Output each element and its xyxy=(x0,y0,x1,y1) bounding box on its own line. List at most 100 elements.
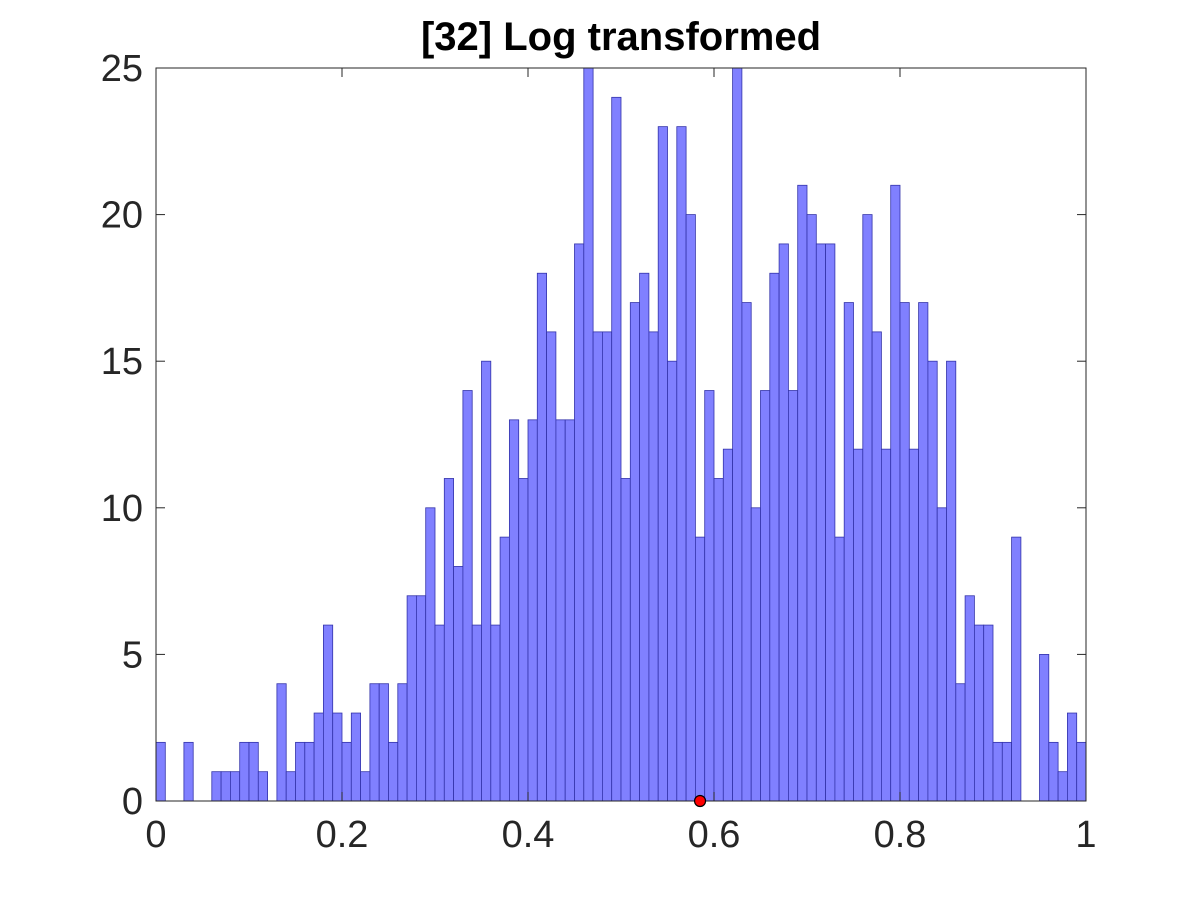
histogram-bar xyxy=(583,67,594,802)
histogram-bar xyxy=(685,214,696,802)
histogram-bar xyxy=(908,448,919,802)
y-tick-label: 20 xyxy=(101,195,143,237)
marker-layer xyxy=(693,794,707,808)
histogram-bar xyxy=(955,683,966,802)
histogram-bar xyxy=(295,741,306,802)
histogram-bar xyxy=(890,184,901,802)
histogram-bar xyxy=(815,243,826,802)
marker-point xyxy=(693,794,707,808)
histogram-bar xyxy=(304,741,315,802)
histogram-bar xyxy=(936,507,947,802)
histogram-bar xyxy=(574,243,585,802)
histogram-bar xyxy=(592,331,603,802)
histogram-bar xyxy=(406,595,417,802)
y-tick-label: 5 xyxy=(122,634,143,676)
histogram-bar xyxy=(806,214,817,802)
histogram-bar xyxy=(229,771,241,802)
x-tick-label: 0.2 xyxy=(316,814,369,856)
histogram-bar xyxy=(629,302,640,802)
histogram-bar xyxy=(360,771,371,802)
histogram-bar xyxy=(276,683,287,802)
histogram-bar xyxy=(481,360,492,802)
histogram-bar xyxy=(546,331,557,802)
chart-title: [32] Log transformed xyxy=(421,15,821,59)
histogram-bar xyxy=(648,331,659,802)
histogram-bar xyxy=(1076,741,1087,802)
histogram-bar xyxy=(853,448,864,802)
histogram-bar xyxy=(974,624,985,802)
histogram-bar xyxy=(490,624,501,802)
histogram-bar xyxy=(769,272,780,802)
histogram-bar xyxy=(518,478,529,802)
histogram-bar xyxy=(555,419,566,802)
histogram-bar xyxy=(499,536,510,802)
histogram-bar xyxy=(1048,741,1059,802)
histogram-bar xyxy=(797,184,808,802)
histogram-bar xyxy=(760,390,771,802)
histogram-bar xyxy=(1057,771,1068,802)
histogram-bar xyxy=(611,96,622,802)
histogram-bar xyxy=(825,243,836,802)
histogram-bar xyxy=(341,741,352,802)
y-tick-label: 25 xyxy=(101,48,143,90)
x-tick-label: 0.6 xyxy=(688,814,741,856)
y-tick-label: 10 xyxy=(101,488,143,530)
histogram-bar xyxy=(843,302,854,802)
histogram-bar xyxy=(741,302,752,802)
histogram-bar xyxy=(871,331,882,802)
histogram-bar xyxy=(257,771,268,802)
histogram-bar xyxy=(443,478,454,802)
histogram-bar xyxy=(983,624,994,802)
histogram-bar xyxy=(369,683,380,802)
histogram-bar xyxy=(183,741,194,802)
histogram-bar xyxy=(704,390,715,802)
histogram-bar xyxy=(322,624,334,802)
histogram-bar xyxy=(657,126,668,802)
histogram-bar xyxy=(899,302,910,802)
x-tick-label: 0 xyxy=(145,814,166,856)
histogram-bar xyxy=(964,595,975,802)
histogram-bar xyxy=(239,741,250,802)
histogram-bar xyxy=(1067,712,1078,802)
histogram-bar xyxy=(620,478,631,802)
histogram-bar xyxy=(778,243,789,802)
histogram-bar xyxy=(378,683,389,802)
histogram-bar xyxy=(927,360,938,802)
histogram-bar xyxy=(285,771,296,802)
histogram-bar xyxy=(862,214,873,802)
histogram-bar xyxy=(211,771,222,802)
histogram-bar xyxy=(639,272,650,802)
histogram-bar xyxy=(946,360,957,802)
histogram-bar xyxy=(220,771,231,802)
histogram-bar xyxy=(750,507,761,802)
histogram-bar xyxy=(564,419,575,802)
histogram-bar xyxy=(667,360,678,802)
histogram-bar xyxy=(788,390,799,802)
histogram-bar xyxy=(397,683,408,802)
y-tick-labels: 0 5 10 15 20 25 xyxy=(101,48,143,823)
histogram-bar xyxy=(713,478,724,802)
histogram-bar xyxy=(527,419,538,802)
histogram-bar xyxy=(415,595,427,802)
histogram-bar xyxy=(676,126,687,802)
histogram-bar xyxy=(388,741,399,802)
histogram-bar xyxy=(471,624,482,802)
x-tick-label: 1 xyxy=(1075,814,1096,856)
y-tick-label: 0 xyxy=(122,781,143,823)
histogram-bar xyxy=(834,536,845,802)
histogram-bar xyxy=(155,741,166,802)
histogram-bar xyxy=(881,448,892,802)
histogram-bar xyxy=(350,712,361,802)
histogram-bar xyxy=(732,67,743,802)
histogram-bar xyxy=(722,448,733,802)
histogram-bar xyxy=(695,536,706,802)
histogram-bar xyxy=(918,302,929,802)
histogram-bar xyxy=(434,624,445,802)
histogram-bar xyxy=(602,331,613,802)
x-tick-labels: 0 0.2 0.4 0.6 0.8 1 xyxy=(145,814,1096,856)
histogram-bar xyxy=(536,272,547,802)
histogram-bar xyxy=(425,507,436,802)
histogram-bar xyxy=(1001,741,1012,802)
histogram-bar xyxy=(313,712,324,802)
